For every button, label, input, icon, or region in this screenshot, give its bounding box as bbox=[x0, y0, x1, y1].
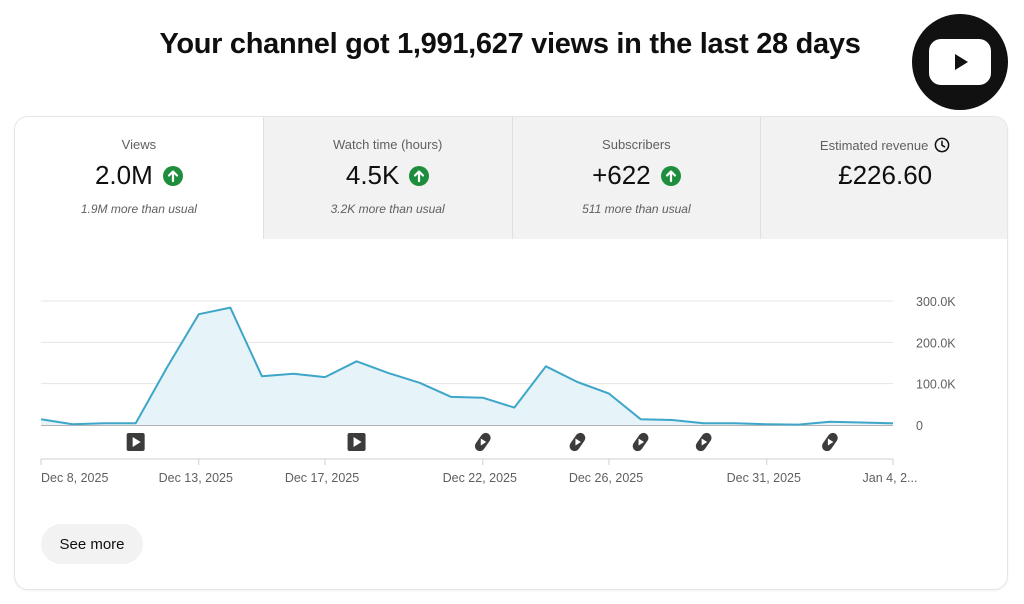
tab-note: 3.2K more than usual bbox=[330, 202, 445, 216]
tab-label: Subscribers bbox=[602, 137, 671, 152]
tab-value: +622 bbox=[592, 160, 651, 190]
youtube-play-icon bbox=[955, 54, 968, 70]
see-more-button[interactable]: See more bbox=[41, 524, 143, 564]
trend-up-icon bbox=[660, 165, 681, 186]
analytics-card: Views 2.0M 1.9M more than usual Watch ti… bbox=[14, 116, 1008, 590]
youtube-logo bbox=[912, 14, 1008, 110]
tab-estimated-revenue[interactable]: Estimated revenue £226.60 bbox=[761, 117, 1007, 239]
tab-watch-time[interactable]: Watch time (hours) 4.5K 3.2K more than u… bbox=[263, 117, 513, 239]
trend-up-icon bbox=[162, 165, 183, 186]
tab-note: 511 more than usual bbox=[582, 202, 691, 216]
tab-subscribers[interactable]: Subscribers +622 511 more than usual bbox=[512, 117, 762, 239]
tab-note: 1.9M more than usual bbox=[80, 202, 197, 216]
tab-label: Watch time (hours) bbox=[332, 137, 443, 152]
page-headline: Your channel got 1,991,627 views in the … bbox=[159, 28, 861, 60]
tab-value: 2.0M bbox=[94, 160, 153, 190]
clock-icon[interactable] bbox=[934, 137, 950, 153]
metric-tabs: Views 2.0M 1.9M more than usual Watch ti… bbox=[15, 117, 1007, 239]
tab-label: Views bbox=[121, 137, 157, 152]
tab-value: £226.60 bbox=[838, 160, 933, 190]
trend-up-icon bbox=[409, 165, 430, 186]
tab-value: 4.5K bbox=[345, 160, 400, 190]
tab-views[interactable]: Views 2.0M 1.9M more than usual bbox=[15, 117, 264, 239]
tab-label: Estimated revenue bbox=[819, 137, 929, 153]
